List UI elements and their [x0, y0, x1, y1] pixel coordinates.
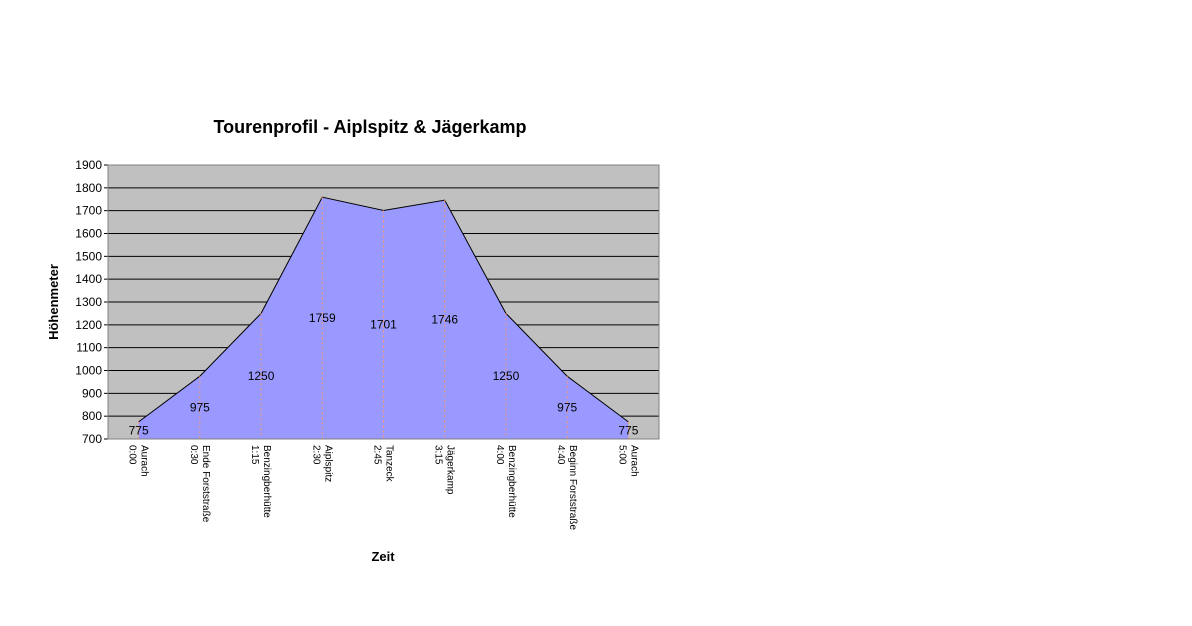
y-tick-label: 800	[82, 409, 102, 423]
y-tick-label: 1900	[75, 158, 102, 172]
drop-lines	[138, 197, 629, 439]
data-label: 1759	[309, 311, 336, 325]
y-tick-label: 1300	[75, 295, 102, 309]
data-label: 1701	[370, 318, 397, 332]
x-category-time: 4:40	[555, 445, 566, 465]
x-category-name: Aurach	[139, 445, 150, 477]
x-category-name: Benzingberhütte	[261, 445, 272, 518]
y-axis-ticks: 700 800 900 1000 1100 1200 1300 1400 1500 1600 170…	[75, 158, 108, 446]
y-tick-label: 1000	[75, 364, 102, 378]
y-tick-label: 700	[82, 432, 102, 446]
x-category-time: 1:15	[249, 445, 260, 465]
x-category-time: 3:15	[433, 445, 444, 465]
data-label: 1250	[493, 369, 520, 383]
x-category-name: Ende Forststraße	[200, 445, 211, 523]
data-label: 1746	[431, 313, 458, 327]
axes	[107, 164, 660, 440]
x-category-name: Jägerkamp	[445, 445, 456, 495]
x-category-name: Benzingberhütte	[506, 445, 517, 518]
plot-border	[107, 164, 660, 440]
y-tick-label: 1100	[76, 341, 102, 355]
x-category-time: 2:30	[310, 445, 321, 465]
data-label: 775	[618, 423, 638, 437]
y-tick-label: 1200	[75, 318, 102, 332]
x-category-time: 5:00	[616, 445, 627, 465]
data-label: 1250	[248, 369, 275, 383]
x-category-time: 2:45	[372, 445, 383, 465]
x-category-time: 4:00	[494, 445, 505, 465]
x-category-name: Beginn Forststraße	[567, 445, 578, 530]
area-outline	[138, 196, 629, 423]
x-axis-title: Zeit	[371, 549, 395, 564]
y-tick-label: 900	[82, 386, 102, 400]
y-tick-label: 1500	[75, 249, 102, 263]
data-label: 975	[190, 401, 210, 415]
y-tick-label: 1400	[75, 272, 102, 286]
x-category-time: 0:30	[188, 445, 199, 465]
y-axis-title: Höhenmeter	[46, 264, 61, 340]
y-tick-label: 1700	[75, 204, 102, 218]
x-category-name: Tanzeck	[384, 445, 395, 483]
y-tick-label: 1600	[75, 227, 102, 241]
data-labels: 775 975 1250 1759 1701 1746 1250 975 775	[129, 311, 639, 437]
chart-title: Tourenprofil - Aiplspitz & Jägerkamp	[213, 117, 526, 137]
y-tick-label: 1800	[75, 181, 102, 195]
data-label: 975	[557, 401, 577, 415]
x-category-time: 0:00	[127, 445, 138, 465]
data-label: 775	[129, 423, 149, 437]
x-category-name: Aiplspitz	[322, 445, 333, 482]
x-category-name: Aurach	[628, 445, 639, 477]
